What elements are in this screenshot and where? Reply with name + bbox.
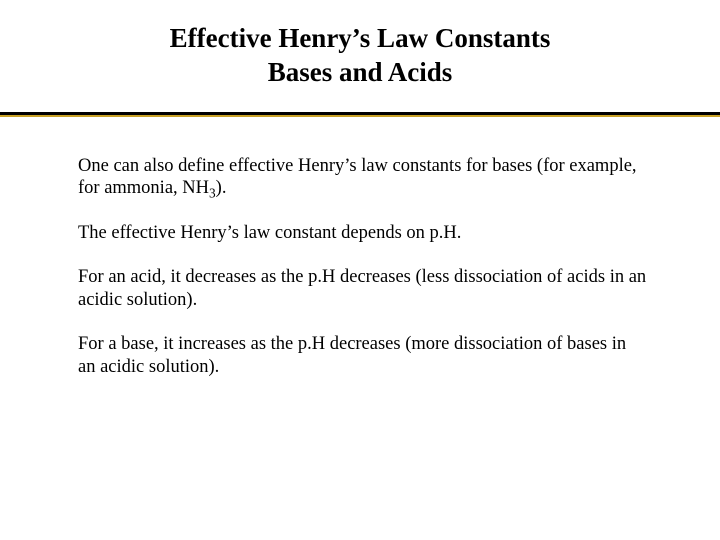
body-text: One can also define effective Henry’s la… bbox=[0, 117, 720, 379]
paragraph-1: One can also define effective Henry’s la… bbox=[78, 155, 648, 200]
paragraph-2: The effective Henry’s law constant depen… bbox=[78, 222, 648, 245]
paragraph-1-post: ). bbox=[216, 178, 227, 198]
title-block: Effective Henry’s Law Constants Bases an… bbox=[0, 0, 720, 102]
title-line-1: Effective Henry’s Law Constants bbox=[0, 22, 720, 56]
paragraph-3: For an acid, it decreases as the p.H dec… bbox=[78, 266, 648, 311]
divider-bar-gold bbox=[0, 115, 720, 117]
paragraph-1-pre: One can also define effective Henry’s la… bbox=[78, 156, 637, 199]
title-line-2: Bases and Acids bbox=[0, 56, 720, 90]
slide: Effective Henry’s Law Constants Bases an… bbox=[0, 0, 720, 540]
paragraph-4: For a base, it increases as the p.H decr… bbox=[78, 333, 648, 378]
paragraph-1-sub: 3 bbox=[209, 186, 216, 201]
divider bbox=[0, 112, 720, 117]
